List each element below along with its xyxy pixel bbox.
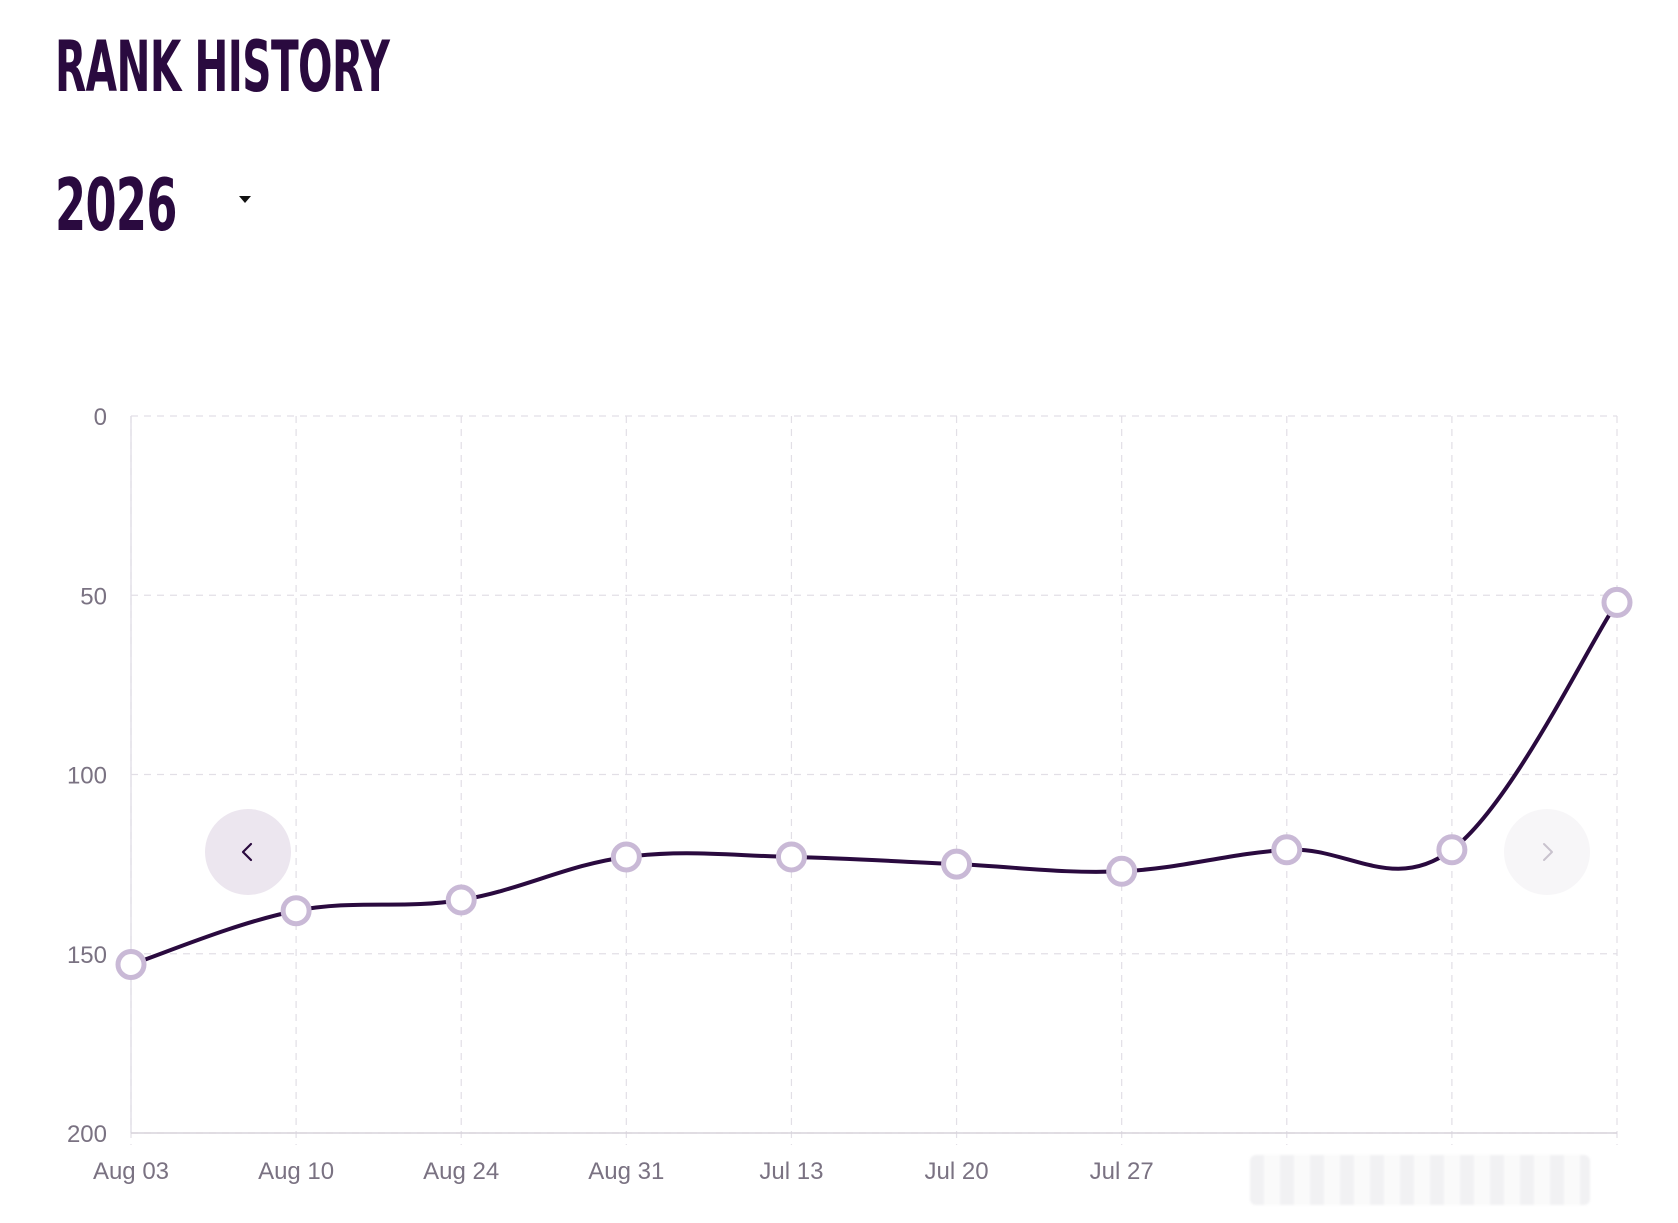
chevron-right-icon: [1543, 843, 1553, 861]
chart-prev-button[interactable]: [205, 809, 291, 895]
x-tick-label: Jul 27: [1090, 1158, 1154, 1185]
data-point: [115, 949, 147, 981]
caret-down-icon: [239, 195, 251, 203]
chevron-left-icon: [241, 842, 253, 862]
data-point: [1436, 834, 1468, 866]
x-tick-label: Jul 13: [759, 1158, 823, 1185]
chart-axes: 0 50 100 150 200 Aug 03 Aug 10 Aug 24 Aug 31 Jul …: [67, 404, 1617, 1185]
x-tick-label: Aug 24: [423, 1158, 499, 1185]
y-tick-label: 0: [94, 404, 107, 431]
x-tick-label: Aug 10: [258, 1158, 334, 1185]
rank-line: [129, 600, 1619, 967]
chart-markers: [115, 586, 1633, 981]
x-tick-label: Aug 03: [93, 1158, 169, 1185]
y-tick-label: 200: [67, 1121, 107, 1148]
data-point: [1271, 834, 1303, 866]
data-point: [941, 848, 973, 880]
data-point: [610, 841, 642, 873]
chart-series: [129, 600, 1619, 967]
year-dropdown[interactable]: 2026: [55, 160, 251, 250]
data-point: [445, 884, 477, 916]
x-tick-label: Aug 31: [588, 1158, 664, 1185]
data-point: [775, 841, 807, 873]
chart-next-button[interactable]: [1504, 809, 1590, 895]
chart-grid: [130, 415, 1618, 1145]
data-point: [1601, 586, 1633, 618]
x-tick-label: Jul 20: [925, 1158, 989, 1185]
y-tick-label: 150: [67, 942, 107, 969]
y-tick-label: 100: [67, 763, 107, 790]
data-point: [280, 895, 312, 927]
y-tick-label: 50: [80, 583, 107, 610]
data-point: [1106, 855, 1138, 887]
obscured-tick-labels: [1250, 1155, 1590, 1205]
page-title: RANK HISTORY: [55, 26, 390, 108]
